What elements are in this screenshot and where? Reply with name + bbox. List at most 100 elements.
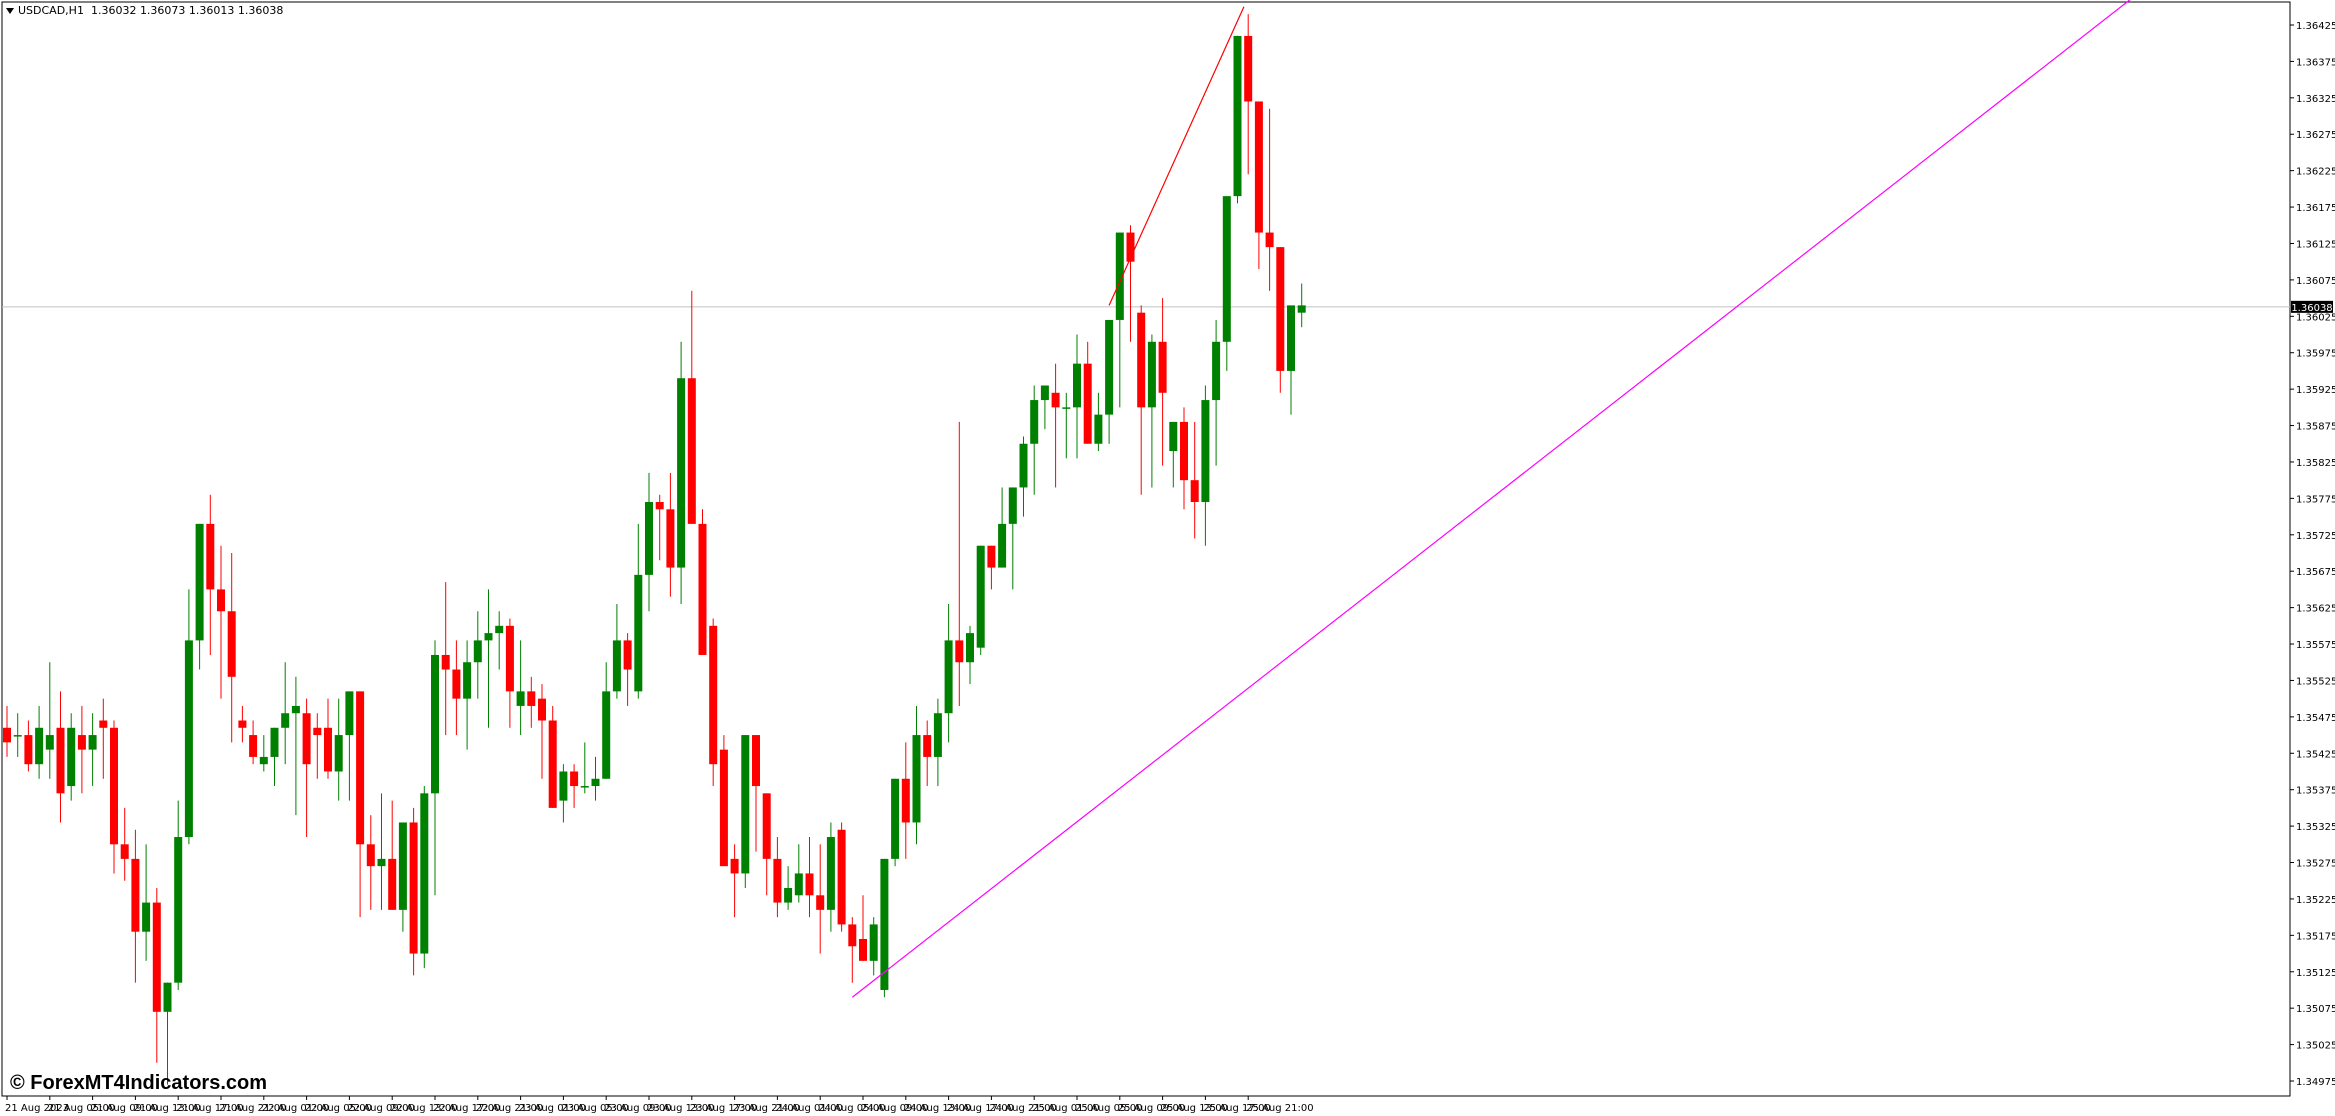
candle-body-bullish[interactable]	[602, 691, 611, 779]
candle-body-bullish[interactable]	[794, 873, 803, 896]
candle-body-bullish[interactable]	[741, 735, 750, 874]
candle-body-bullish[interactable]	[484, 633, 493, 641]
candle-body-bearish[interactable]	[99, 720, 108, 728]
candle-body-bearish[interactable]	[698, 523, 707, 655]
candle-body-bullish[interactable]	[976, 545, 985, 648]
candle-body-bullish[interactable]	[966, 633, 974, 663]
candle-body-bearish[interactable]	[1180, 421, 1188, 481]
candle-body-bearish[interactable]	[1158, 341, 1167, 393]
candle-body-bearish[interactable]	[955, 640, 964, 663]
candle-body-bearish[interactable]	[1244, 35, 1253, 102]
candle-body-bullish[interactable]	[1115, 232, 1124, 320]
candle-body-bullish[interactable]	[1222, 196, 1231, 342]
candle-body-bearish[interactable]	[719, 749, 728, 867]
candle-body-bearish[interactable]	[666, 509, 675, 568]
candle-body-bullish[interactable]	[933, 713, 942, 757]
candle-body-bearish[interactable]	[452, 669, 461, 699]
candle-body-bearish[interactable]	[356, 691, 365, 845]
candle-body-bullish[interactable]	[88, 735, 97, 750]
candle-body-bearish[interactable]	[1083, 363, 1092, 444]
candle-body-bearish[interactable]	[302, 713, 311, 765]
candle-body-bullish[interactable]	[784, 888, 793, 903]
candle-body-bullish[interactable]	[13, 735, 22, 737]
candle-body-bullish[interactable]	[1233, 35, 1242, 197]
candle-body-bullish[interactable]	[291, 705, 300, 714]
candle-body-bearish[interactable]	[570, 771, 579, 787]
candle-body-bullish[interactable]	[45, 735, 54, 750]
candle-body-bullish[interactable]	[891, 778, 900, 859]
candle-body-bearish[interactable]	[1126, 232, 1135, 262]
candle-body-bearish[interactable]	[324, 727, 332, 772]
candle-body-bearish[interactable]	[152, 902, 161, 1012]
candle-body-bullish[interactable]	[826, 837, 835, 910]
candle-body-bullish[interactable]	[495, 625, 504, 634]
candle-body-bullish[interactable]	[559, 771, 568, 801]
candle-body-bullish[interactable]	[677, 378, 686, 568]
candle-body-bullish[interactable]	[163, 982, 172, 1012]
candle-body-bearish[interactable]	[313, 727, 322, 736]
candle-body-bearish[interactable]	[505, 625, 514, 692]
candle-body-bearish[interactable]	[120, 844, 129, 859]
candle-body-bullish[interactable]	[1201, 400, 1210, 503]
support-trendline[interactable]	[851, 0, 2290, 998]
candle-body-bullish[interactable]	[1062, 407, 1071, 409]
candle-body-bullish[interactable]	[1169, 421, 1178, 452]
candle-body-bearish[interactable]	[623, 640, 632, 670]
candle-body-bearish[interactable]	[730, 858, 739, 874]
candle-body-bearish[interactable]	[773, 858, 782, 903]
candle-body-bearish[interactable]	[923, 735, 932, 757]
candle-body-bullish[interactable]	[998, 523, 1007, 568]
candle-body-bullish[interactable]	[463, 662, 472, 699]
candle-body-bearish[interactable]	[3, 727, 11, 743]
candle-body-bullish[interactable]	[612, 640, 621, 692]
candle-body-bullish[interactable]	[1297, 305, 1306, 313]
candle-body-bullish[interactable]	[281, 713, 290, 728]
candle-body-bearish[interactable]	[687, 378, 696, 524]
candle-body-bullish[interactable]	[67, 727, 76, 787]
candle-body-bullish[interactable]	[1030, 400, 1039, 444]
candle-body-bearish[interactable]	[217, 589, 225, 612]
candle-body-bearish[interactable]	[762, 793, 771, 859]
candle-body-bullish[interactable]	[420, 793, 429, 954]
candle-body-bullish[interactable]	[184, 640, 193, 838]
candle-body-bearish[interactable]	[901, 778, 910, 823]
candle-body-bearish[interactable]	[131, 858, 140, 932]
candle-body-bullish[interactable]	[259, 756, 268, 765]
candle-body-bullish[interactable]	[1073, 363, 1081, 408]
candle-body-bullish[interactable]	[174, 837, 183, 983]
candle-body-bullish[interactable]	[591, 778, 600, 787]
candle-body-bearish[interactable]	[409, 822, 418, 954]
candle-body-bearish[interactable]	[441, 654, 450, 670]
candle-body-bearish[interactable]	[1051, 392, 1060, 408]
candle-body-bearish[interactable]	[77, 735, 86, 750]
candle-body-bullish[interactable]	[35, 727, 44, 765]
candle-body-bearish[interactable]	[388, 858, 397, 910]
candle-body-bullish[interactable]	[880, 858, 889, 990]
candle-body-bearish[interactable]	[227, 611, 236, 677]
steep-trendline[interactable]	[1108, 6, 1245, 306]
candle-body-bullish[interactable]	[1019, 443, 1028, 488]
candle-body-bullish[interactable]	[142, 902, 151, 932]
candle-body-bearish[interactable]	[1137, 312, 1146, 408]
candle-body-bearish[interactable]	[987, 545, 996, 568]
candle-body-bearish[interactable]	[1276, 247, 1285, 371]
candle-body-bearish[interactable]	[206, 523, 215, 590]
candle-body-bearish[interactable]	[249, 735, 258, 757]
candle-body-bearish[interactable]	[1254, 101, 1263, 233]
candle-body-bullish[interactable]	[645, 502, 653, 575]
candle-body-bearish[interactable]	[655, 502, 664, 510]
candle-body-bearish[interactable]	[24, 735, 33, 765]
candle-body-bullish[interactable]	[634, 574, 643, 692]
candle-body-bullish[interactable]	[1040, 385, 1049, 401]
candle-body-bearish[interactable]	[752, 735, 760, 787]
candle-body-bearish[interactable]	[238, 720, 247, 728]
candle-body-bearish[interactable]	[805, 873, 814, 896]
candle-body-bullish[interactable]	[912, 735, 921, 823]
candle-body-bullish[interactable]	[431, 654, 439, 794]
candle-body-bullish[interactable]	[1105, 319, 1114, 415]
candle-body-bullish[interactable]	[1008, 487, 1017, 524]
candle-body-bearish[interactable]	[110, 727, 118, 845]
candle-body-bullish[interactable]	[195, 523, 204, 641]
chart-menu-arrow-icon[interactable]	[6, 8, 14, 14]
